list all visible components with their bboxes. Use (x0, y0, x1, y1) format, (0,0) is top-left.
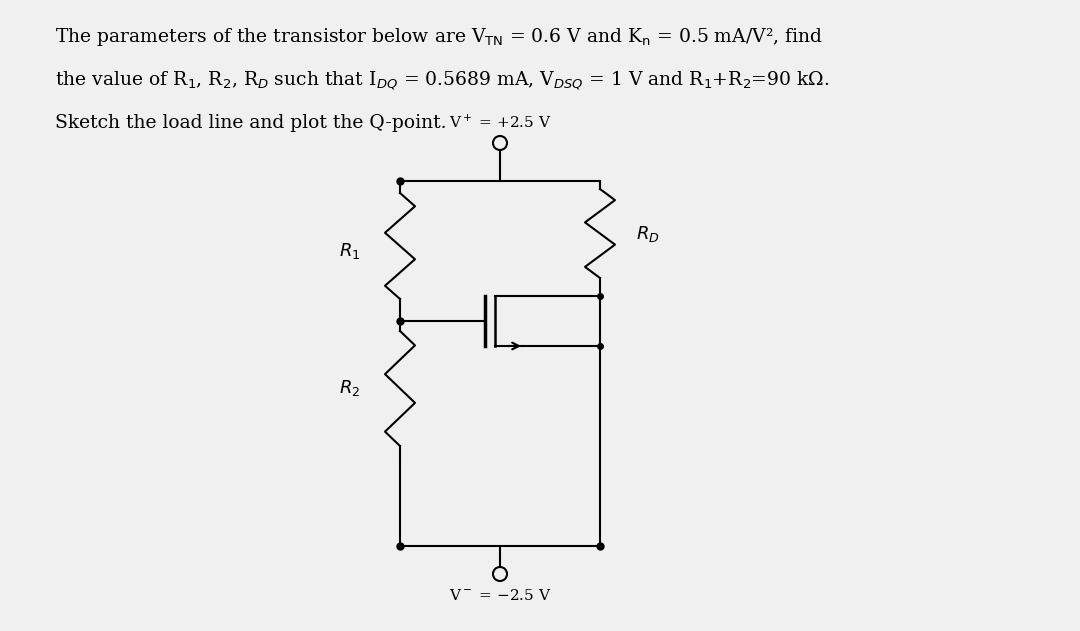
Text: $R_D$: $R_D$ (636, 223, 660, 244)
Text: $R_1$: $R_1$ (339, 241, 361, 261)
Text: V$^-$ = −2.5 V: V$^-$ = −2.5 V (449, 588, 551, 603)
Text: The parameters of the transistor below are V$_{\rm TN}$ = 0.6 V and K$_{\rm n}$ : The parameters of the transistor below a… (55, 26, 823, 48)
Text: Sketch the load line and plot the Q-point.: Sketch the load line and plot the Q-poin… (55, 114, 446, 132)
Text: the value of R$_1$, R$_2$, R$_D$ such that I$_{DQ}$ = 0.5689 mA, V$_{DSQ}$ = 1 V: the value of R$_1$, R$_2$, R$_D$ such th… (55, 70, 829, 92)
Text: V$^+$ = +2.5 V: V$^+$ = +2.5 V (449, 114, 551, 131)
Text: $R_2$: $R_2$ (339, 379, 361, 399)
